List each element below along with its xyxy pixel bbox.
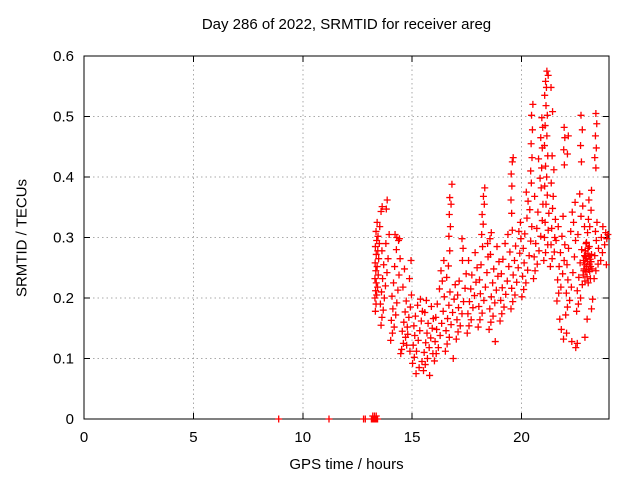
y-tick-label: 0.3	[53, 230, 74, 247]
data-points	[275, 67, 612, 423]
y-tick-label: 0.1	[53, 351, 74, 368]
x-axis-label: GPS time / hours	[289, 456, 404, 473]
y-tick-label: 0	[66, 411, 74, 428]
chart-title: Day 286 of 2022, SRMTID for receiver are…	[201, 16, 492, 33]
axis-ticks	[83, 55, 609, 420]
x-tick-label: 20	[513, 429, 530, 446]
y-tick-label: 0.2	[53, 290, 74, 307]
x-tick-label: 5	[189, 429, 197, 446]
grid-lines	[84, 56, 609, 419]
x-tick-label: 0	[80, 429, 88, 446]
y-tick-label: 0.5	[53, 109, 74, 126]
x-tick-label: 10	[294, 429, 311, 446]
y-tick-label: 0.4	[53, 169, 74, 186]
x-tick-label: 15	[404, 429, 421, 446]
y-tick-label: 0.6	[53, 48, 74, 65]
